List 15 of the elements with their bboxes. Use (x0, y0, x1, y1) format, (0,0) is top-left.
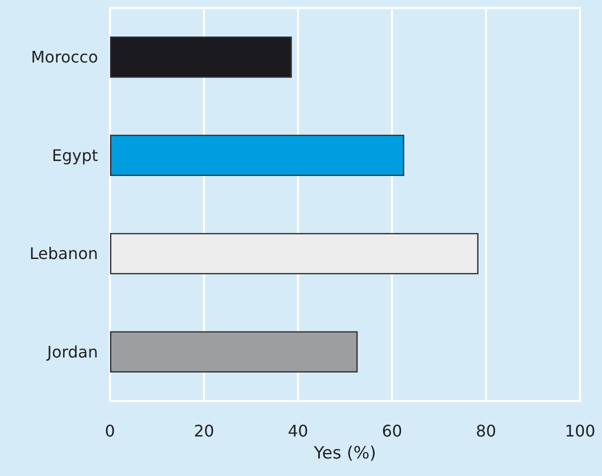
y-tick-label: Lebanon (29, 244, 98, 264)
x-tick-label: 20 (194, 422, 214, 440)
y-tick-label: Morocco (31, 48, 98, 67)
x-axis-title: Yes (%) (312, 444, 376, 464)
x-tick-label: 100 (564, 422, 596, 440)
x-tick-label: 60 (382, 422, 402, 440)
bar (110, 36, 292, 78)
bar (110, 134, 404, 176)
x-tick-label: 0 (104, 422, 116, 440)
y-tick-label: Jordan (46, 342, 98, 362)
y-tick-label: Egypt (52, 146, 98, 165)
x-tick-label: 80 (476, 422, 496, 440)
bar (110, 331, 358, 373)
bar (110, 232, 478, 274)
x-tick-label: 40 (288, 422, 308, 440)
